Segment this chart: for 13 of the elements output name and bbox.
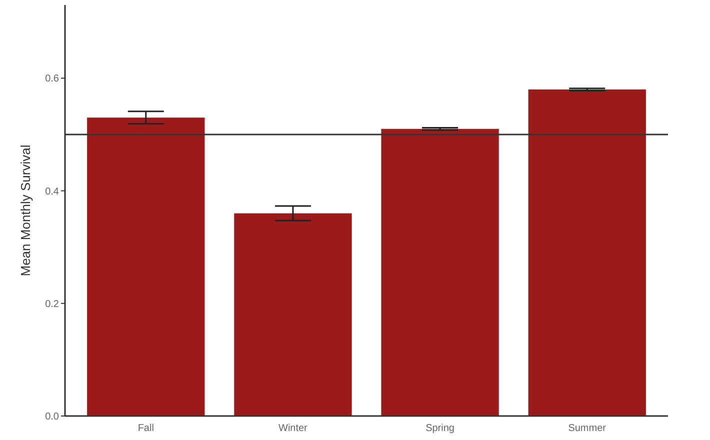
y-tick-label: 0.2	[45, 298, 60, 310]
bar	[381, 128, 499, 416]
x-tick-label: Summer	[568, 423, 607, 434]
x-tick-label: Spring	[426, 423, 454, 434]
y-axis-title: Mean Monthly Survival	[18, 144, 33, 276]
x-tick-label: Fall	[138, 423, 154, 434]
bar	[234, 213, 352, 416]
y-tick-label: 0.6	[45, 74, 60, 85]
bar	[528, 89, 646, 416]
y-tick-label: 0.0	[45, 412, 60, 422]
bar	[87, 118, 205, 416]
x-tick-label: Winter	[278, 423, 308, 434]
y-tick-label: 0.4	[45, 186, 60, 198]
